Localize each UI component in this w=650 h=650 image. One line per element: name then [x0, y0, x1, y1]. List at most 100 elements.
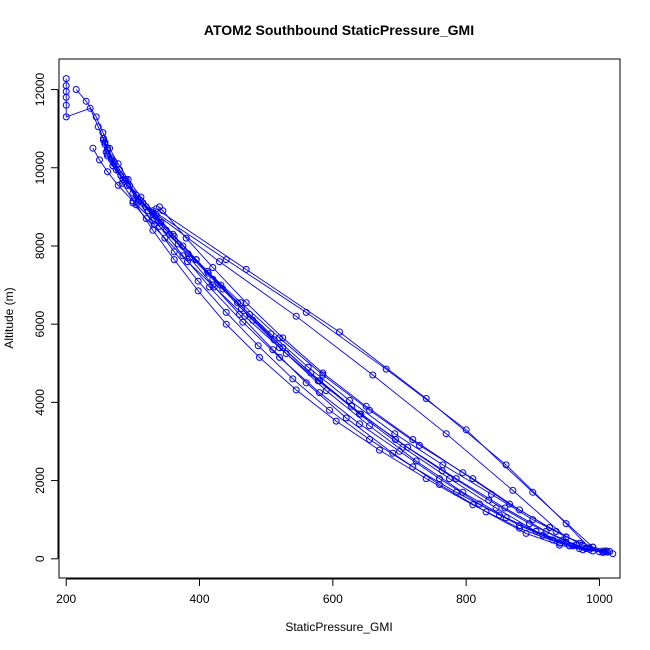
series-line [65, 78, 607, 552]
data-point [246, 310, 253, 318]
data-point [94, 123, 102, 131]
data-point [241, 312, 249, 320]
series-line [107, 155, 610, 552]
series-line [159, 206, 580, 544]
x-axis-label: StaticPressure_GMI [285, 620, 392, 634]
data-point [332, 417, 340, 425]
data-point [206, 283, 213, 291]
data-point [391, 430, 399, 438]
x-tick-label: 800 [456, 592, 476, 606]
data-point [572, 541, 580, 549]
data-point [124, 181, 131, 189]
data-point [459, 469, 467, 477]
data-point [589, 543, 597, 551]
data-point [62, 101, 70, 109]
data-point [149, 226, 157, 234]
data-point [422, 475, 430, 483]
data-point [516, 524, 523, 532]
data-point [316, 389, 323, 397]
data-point [292, 386, 300, 394]
data-point [492, 504, 500, 512]
data-point [96, 156, 103, 164]
data-point [242, 299, 250, 307]
data-point [112, 166, 120, 174]
series-12 [142, 203, 570, 541]
data-point [184, 250, 192, 258]
data-point [289, 375, 297, 383]
data-point [366, 422, 373, 430]
data-point [256, 353, 263, 361]
data-point [576, 539, 583, 547]
data-point [409, 436, 417, 443]
series-13 [156, 203, 583, 547]
series-line [103, 138, 613, 555]
data-point [89, 144, 97, 152]
data-point [216, 258, 223, 266]
y-tick-label: 12000 [33, 73, 47, 107]
data-point [502, 461, 510, 469]
data-point [92, 113, 100, 121]
data-point [506, 500, 513, 508]
data-point [302, 379, 310, 387]
data-point [556, 539, 563, 547]
data-point [346, 396, 353, 404]
data-point [336, 328, 343, 336]
data-point [194, 287, 202, 295]
data-point [142, 203, 150, 211]
data-point [422, 395, 430, 402]
data-point [376, 446, 383, 454]
data-point [501, 504, 509, 512]
data-point [452, 475, 460, 483]
y-tick-label: 0 [33, 555, 47, 562]
data-point [159, 207, 167, 215]
data-point [509, 486, 517, 494]
data-point [156, 203, 163, 211]
data-point [237, 299, 245, 307]
data-point [82, 97, 90, 105]
data-point [269, 346, 277, 354]
data-point [72, 86, 80, 93]
plot-frame [58, 58, 621, 579]
data-point [404, 443, 411, 451]
series-line [104, 144, 605, 553]
data-point [204, 267, 211, 275]
data-point [104, 168, 111, 176]
data-point [439, 461, 447, 469]
data-point [129, 197, 137, 205]
data-point [194, 277, 202, 285]
data-point [276, 344, 283, 352]
data-point [586, 544, 593, 552]
data-point [362, 402, 370, 410]
data-point [516, 506, 523, 514]
data-point [242, 265, 250, 273]
series-line [145, 206, 567, 538]
series-layer [62, 75, 617, 558]
data-point [599, 547, 607, 555]
data-point [442, 430, 450, 438]
data-point [114, 181, 122, 189]
data-point [62, 93, 70, 101]
series-14 [129, 199, 580, 549]
x-tick-label: 1000 [586, 592, 613, 606]
data-point [314, 377, 322, 385]
data-point [62, 113, 70, 121]
data-point [174, 240, 182, 248]
data-point [326, 406, 333, 414]
series-line [155, 208, 590, 549]
series-line [152, 210, 594, 548]
data-point [348, 402, 355, 410]
data-point [267, 330, 275, 338]
data-point [542, 527, 550, 535]
data-point [170, 256, 178, 264]
series-line [103, 140, 603, 553]
y-tick-label: 10000 [33, 151, 47, 185]
data-point [104, 152, 111, 160]
data-point [606, 547, 613, 555]
data-point [304, 363, 312, 371]
data-point [369, 371, 377, 379]
data-point [86, 104, 94, 112]
data-point [239, 318, 247, 326]
data-point [307, 369, 315, 377]
data-point [184, 258, 191, 266]
